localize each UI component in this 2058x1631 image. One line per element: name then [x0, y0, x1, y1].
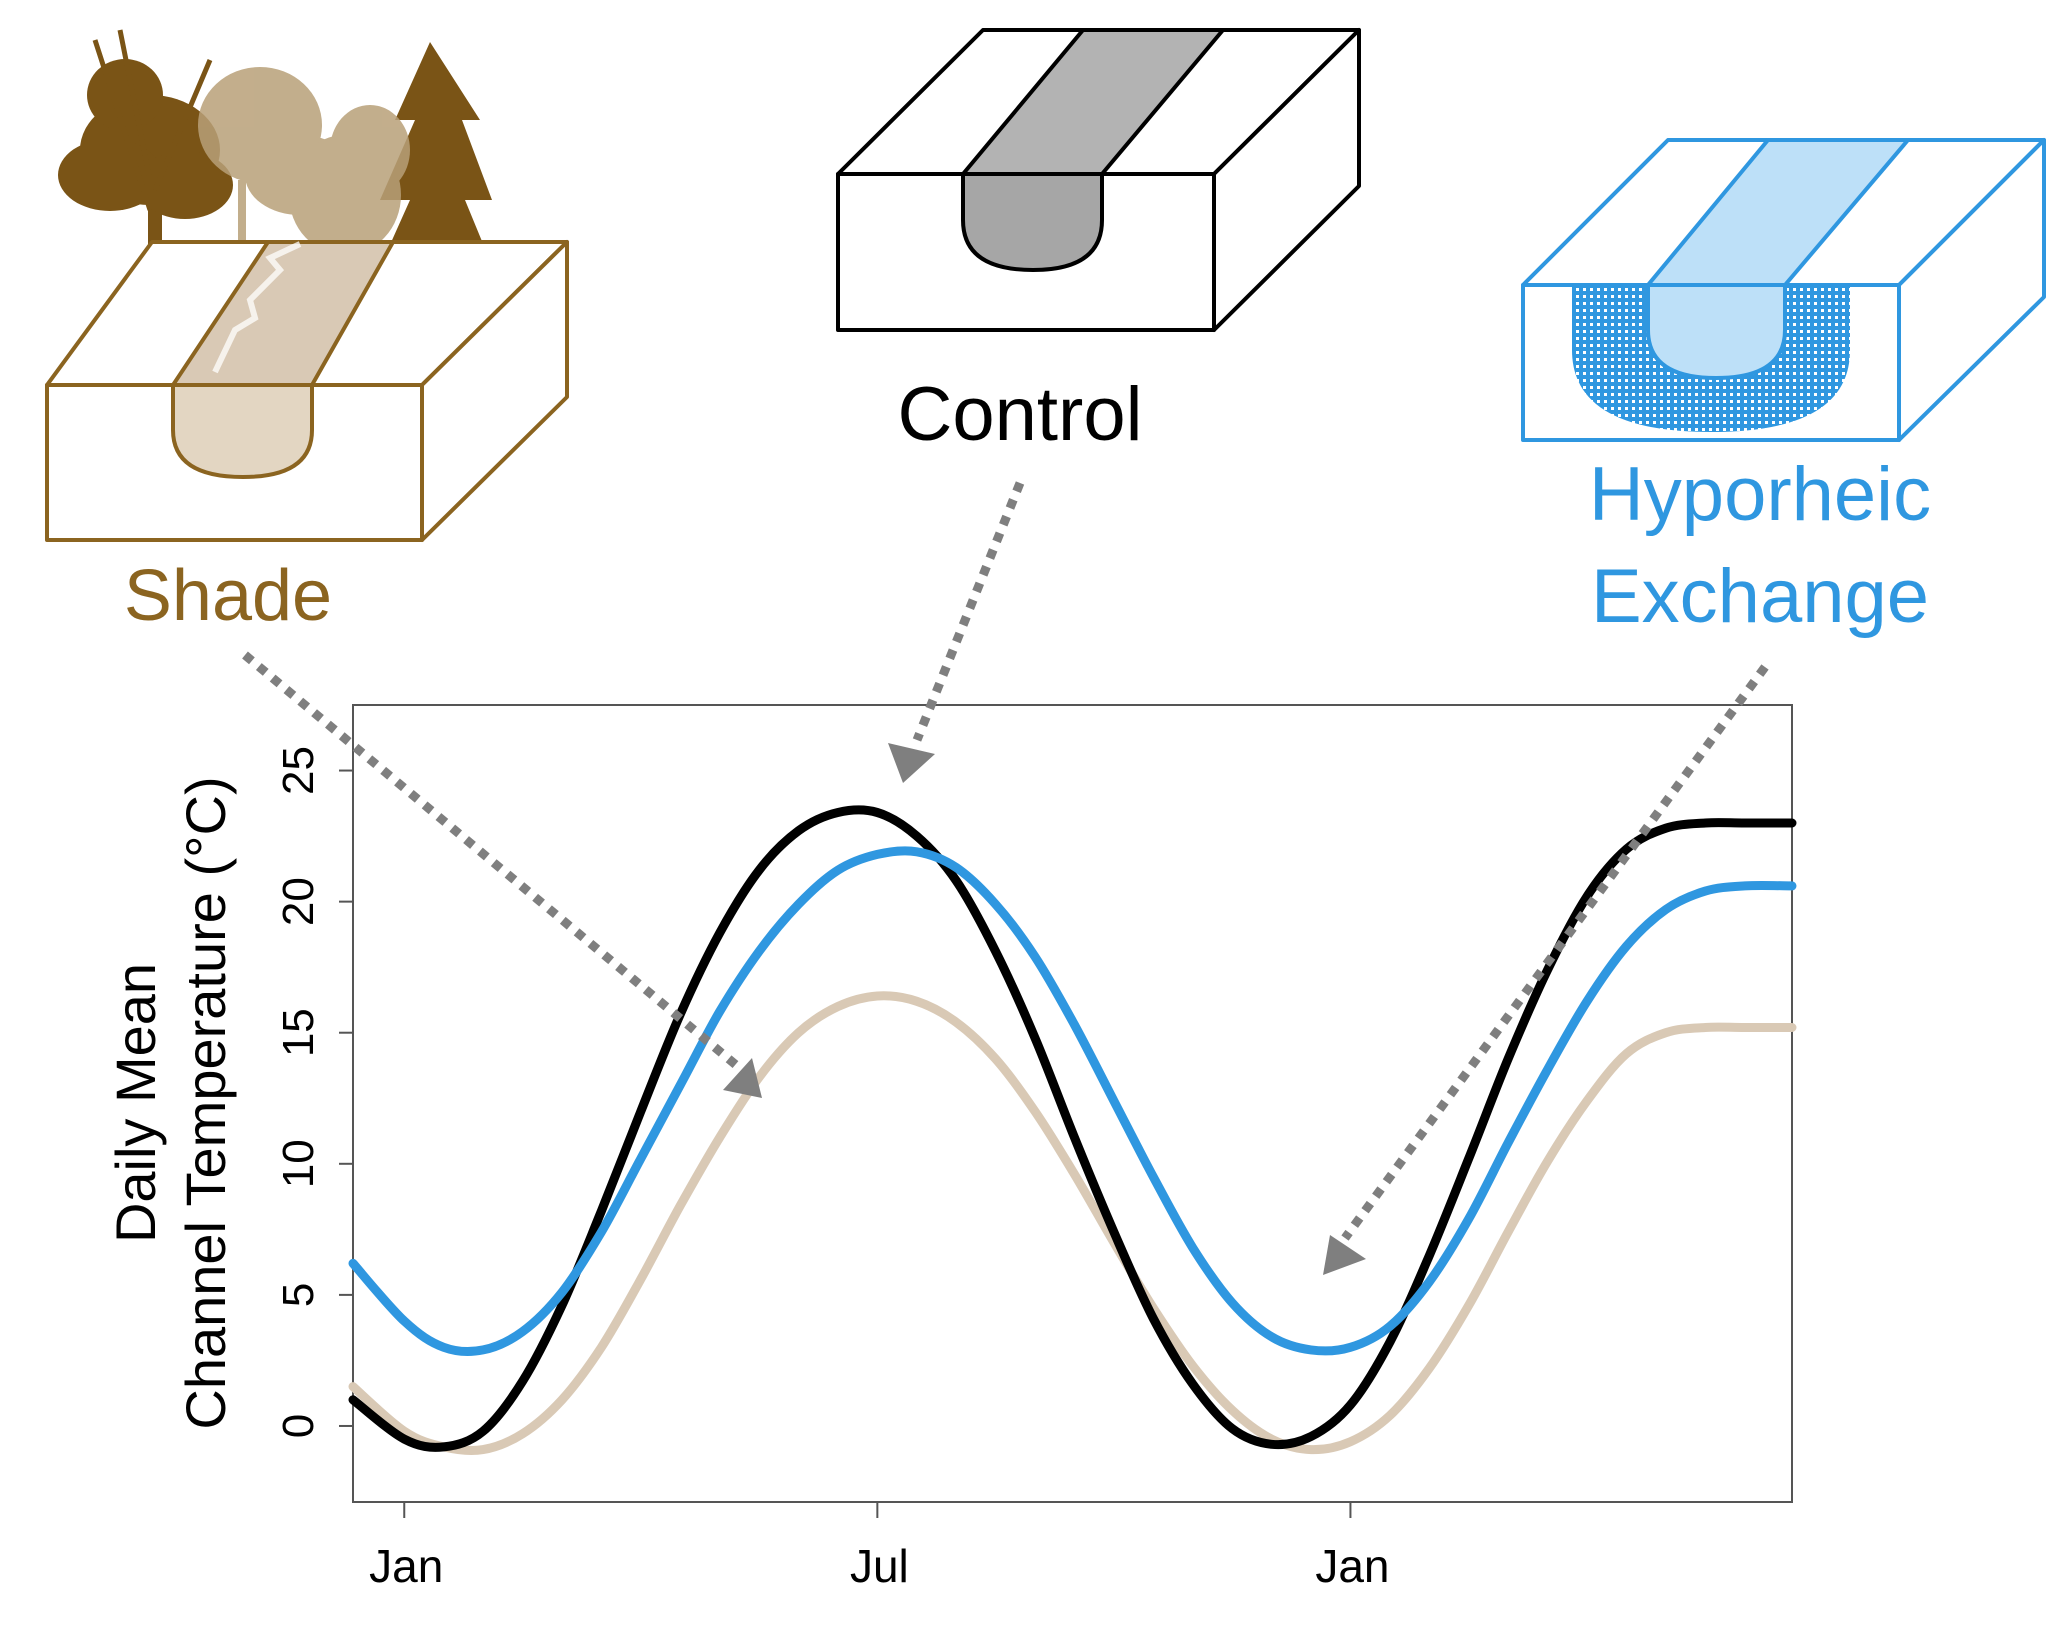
- series-line-control: [348, 805, 1797, 1452]
- series-line-shade: [348, 991, 1797, 1456]
- control-arrow-line: [912, 481, 1025, 742]
- y-tick-label: 20: [274, 877, 323, 926]
- x-tick-label: Jul: [850, 1540, 909, 1592]
- hyporheic-label-line2: Exchange: [1591, 554, 1929, 639]
- control-label: Control: [898, 372, 1143, 457]
- shade-diagram: Shade: [45, 29, 569, 636]
- series-lines: [348, 805, 1797, 1456]
- y-tick-label: 10: [274, 1139, 323, 1188]
- shade-label: Shade: [124, 556, 332, 636]
- x-tick-label: Jan: [369, 1540, 443, 1592]
- y-tick-label: 15: [274, 1008, 323, 1057]
- plot-frame: [352, 704, 1793, 1503]
- hyporheic-diagram: Hyporheic Exchange: [1521, 138, 2046, 639]
- temperature-chart: Jan Jul Jan 0 5 10 15 20 25 Daily Mean Channel …: [104, 704, 1797, 1592]
- hyporheic-label-line1: Hyporheic: [1589, 452, 1931, 537]
- x-axis: Jan Jul Jan: [369, 1502, 1390, 1592]
- shade-arrowhead: [723, 1058, 762, 1098]
- tree-icon: [58, 29, 500, 378]
- y-tick-label: 5: [274, 1283, 323, 1307]
- series-line-hyporheic-exchange: [348, 846, 1797, 1357]
- y-axis: 0 5 10 15 20 25: [274, 746, 353, 1438]
- y-tick-label: 25: [274, 746, 323, 795]
- annotation-arrows: [242, 481, 1769, 1241]
- control-arrowhead: [888, 743, 935, 783]
- y-axis-label-line2: Channel Temperature (°C): [174, 776, 237, 1429]
- control-diagram: Control: [836, 28, 1361, 457]
- x-tick-label: Jan: [1315, 1540, 1389, 1592]
- y-tick-label: 0: [274, 1414, 323, 1438]
- y-axis-label-line1: Daily Mean: [104, 963, 167, 1243]
- hyporheic-arrowhead: [1323, 1235, 1366, 1275]
- shade-arrow-line: [242, 651, 745, 1074]
